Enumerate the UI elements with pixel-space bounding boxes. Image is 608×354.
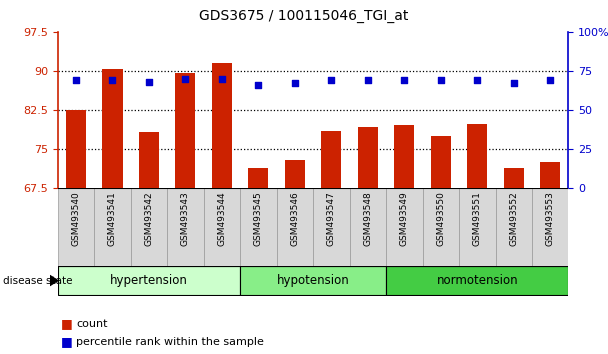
Text: count: count [76, 319, 108, 329]
Text: GSM493546: GSM493546 [291, 192, 299, 246]
Bar [248, 169, 268, 188]
Bar [467, 124, 487, 188]
Point [254, 82, 263, 88]
Bar [175, 73, 195, 188]
FancyBboxPatch shape [386, 266, 568, 295]
FancyBboxPatch shape [313, 188, 350, 266]
Polygon shape [50, 275, 58, 286]
Point [363, 77, 373, 83]
FancyBboxPatch shape [167, 188, 204, 266]
Text: normotension: normotension [437, 274, 518, 287]
FancyBboxPatch shape [58, 188, 94, 266]
Bar [212, 63, 232, 188]
FancyBboxPatch shape [58, 266, 240, 295]
FancyBboxPatch shape [240, 266, 386, 295]
Text: GSM493553: GSM493553 [546, 192, 554, 246]
FancyBboxPatch shape [423, 188, 459, 266]
FancyBboxPatch shape [459, 188, 496, 266]
Text: GSM493545: GSM493545 [254, 192, 263, 246]
Point [399, 77, 409, 83]
Point [545, 77, 555, 83]
FancyBboxPatch shape [94, 188, 131, 266]
Text: GSM493548: GSM493548 [364, 192, 372, 246]
FancyBboxPatch shape [386, 188, 423, 266]
FancyBboxPatch shape [204, 188, 240, 266]
Text: GDS3675 / 100115046_TGI_at: GDS3675 / 100115046_TGI_at [199, 9, 409, 23]
Bar [66, 110, 86, 188]
FancyBboxPatch shape [350, 188, 386, 266]
Text: percentile rank within the sample: percentile rank within the sample [76, 337, 264, 347]
Text: disease state: disease state [3, 275, 72, 286]
Bar [321, 131, 341, 188]
Point [509, 80, 519, 86]
Point [181, 76, 190, 81]
FancyBboxPatch shape [277, 188, 313, 266]
Text: hypotension: hypotension [277, 274, 350, 287]
Text: GSM493541: GSM493541 [108, 192, 117, 246]
Bar [503, 169, 524, 188]
Bar [285, 160, 305, 188]
Bar [540, 162, 561, 188]
FancyBboxPatch shape [496, 188, 532, 266]
Text: GSM493542: GSM493542 [145, 192, 153, 246]
Text: ■: ■ [61, 318, 72, 330]
Text: GSM493540: GSM493540 [72, 192, 80, 246]
Text: GSM493551: GSM493551 [473, 192, 482, 246]
Bar [358, 127, 378, 188]
Point [326, 77, 336, 83]
Point [472, 77, 482, 83]
Bar [394, 125, 414, 188]
Bar [430, 136, 451, 188]
Point [217, 76, 227, 81]
Point [71, 77, 81, 83]
Point [144, 79, 154, 85]
FancyBboxPatch shape [131, 188, 167, 266]
FancyBboxPatch shape [532, 188, 568, 266]
FancyBboxPatch shape [240, 188, 277, 266]
Text: GSM493543: GSM493543 [181, 192, 190, 246]
Bar [102, 69, 122, 188]
Text: hypertension: hypertension [110, 274, 188, 287]
Point [290, 80, 300, 86]
Text: ■: ■ [61, 335, 72, 348]
Text: GSM493550: GSM493550 [437, 192, 445, 246]
Bar [139, 132, 159, 188]
Text: GSM493544: GSM493544 [218, 192, 226, 246]
Text: GSM493547: GSM493547 [327, 192, 336, 246]
Text: GSM493552: GSM493552 [510, 192, 518, 246]
Point [108, 77, 117, 83]
Point [436, 77, 446, 83]
Text: GSM493549: GSM493549 [400, 192, 409, 246]
